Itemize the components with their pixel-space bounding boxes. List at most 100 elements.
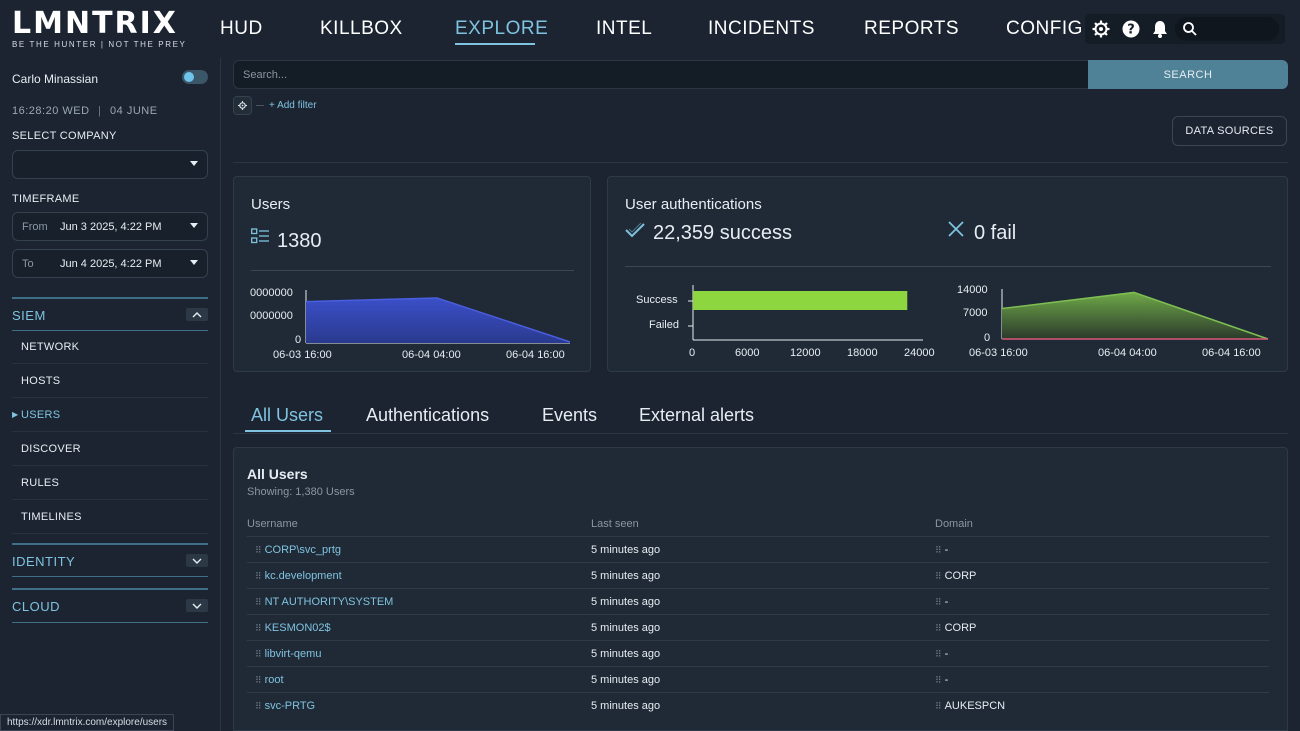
username-text: root xyxy=(264,674,284,686)
nav-intel[interactable]: INTEL xyxy=(596,18,653,39)
username-link[interactable]: ⠿ NT AUTHORITY\SYSTEM xyxy=(255,596,393,608)
username-link[interactable]: ⠿ libvirt-qemu xyxy=(255,648,321,660)
users-card-divider xyxy=(251,270,574,271)
tab-authentications[interactable]: Authentications xyxy=(366,405,490,425)
auth-success-line xyxy=(1001,291,1269,340)
users-area-chart xyxy=(305,290,571,344)
sidebar-item-label: NETWORK xyxy=(21,341,80,353)
company-select[interactable] xyxy=(12,150,208,179)
add-filter-link[interactable]: + Add filter xyxy=(269,100,317,111)
search-button[interactable]: SEARCH xyxy=(1088,60,1288,89)
data-sources-button[interactable]: DATA SOURCES xyxy=(1172,116,1287,146)
table-row[interactable]: ⠿ root 5 minutes ago ⠿ - xyxy=(247,666,1269,692)
table-row[interactable]: ⠿ CORP\svc_prtg 5 minutes ago ⠿ - xyxy=(247,536,1269,562)
drag-handle-icon[interactable]: ⠿ xyxy=(255,597,262,607)
section-siem[interactable]: SIEM xyxy=(12,297,208,331)
sidebar: Carlo Minassian 16:28:20 WED | 04 JUNE S… xyxy=(0,58,221,731)
gear-icon[interactable] xyxy=(1090,18,1112,40)
drag-handle-icon[interactable]: ⠿ xyxy=(255,623,262,633)
list-icon xyxy=(251,228,270,250)
search-icon[interactable] xyxy=(1179,18,1201,40)
table-row[interactable]: ⠿ libvirt-qemu 5 minutes ago ⠿ - xyxy=(247,640,1269,666)
drag-handle-icon[interactable]: ⠿ xyxy=(255,701,262,711)
check-icon xyxy=(625,222,645,243)
auth-area-y-tick: 0 xyxy=(984,332,991,344)
tab-events[interactable]: Events xyxy=(542,405,598,425)
clock: 16:28:20 WED | 04 JUNE xyxy=(12,105,158,117)
nav-killbox[interactable]: KILLBOX xyxy=(320,18,403,39)
table-row[interactable]: ⠿ kc.development 5 minutes ago ⠿ CORP xyxy=(247,562,1269,588)
drag-handle-icon[interactable]: ⠿ xyxy=(935,597,942,607)
logo[interactable]: LMNTRIX BE THE HUNTER | NOT THE PREY xyxy=(12,6,212,50)
help-icon[interactable]: ? xyxy=(1120,18,1142,40)
nav-hud[interactable]: HUD xyxy=(220,18,263,39)
from-date-picker[interactable]: From Jun 3 2025, 4:22 PM xyxy=(12,212,208,241)
sidebar-item-hosts[interactable]: HOSTS xyxy=(12,365,208,398)
search-input[interactable] xyxy=(233,60,1089,89)
logo-wordmark: LMNTRIX xyxy=(12,6,178,41)
nav-explore[interactable]: EXPLORE xyxy=(455,18,549,39)
section-cloud[interactable]: CLOUD xyxy=(12,588,208,622)
filter-settings-icon[interactable] xyxy=(233,96,252,115)
column-header-domain[interactable]: Domain xyxy=(935,518,973,530)
toolbar-icons: ? xyxy=(1085,14,1285,44)
chevron-down-icon[interactable] xyxy=(186,554,208,567)
drag-handle-icon[interactable]: ⠿ xyxy=(935,571,942,581)
nav-config[interactable]: CONFIG xyxy=(1006,18,1083,39)
table-row[interactable]: ⠿ NT AUTHORITY\SYSTEM 5 minutes ago ⠿ - xyxy=(247,588,1269,614)
clock-day: WED xyxy=(62,105,90,117)
to-label: To xyxy=(22,258,34,270)
drag-handle-icon[interactable]: ⠿ xyxy=(255,675,262,685)
users-card-title: Users xyxy=(251,196,291,213)
domain-cell: ⠿ CORP xyxy=(935,570,976,582)
to-date-picker[interactable]: To Jun 4 2025, 4:22 PM xyxy=(12,249,208,278)
username-link[interactable]: ⠿ svc-PRTG xyxy=(255,700,315,712)
sidebar-item-rules[interactable]: RULES xyxy=(12,467,208,500)
username-link[interactable]: ⠿ KESMON02$ xyxy=(255,622,331,634)
sidebar-item-timelines[interactable]: TIMELINES xyxy=(12,501,208,534)
bar-x-tick: 6000 xyxy=(735,347,760,359)
users-card: Users 1380 0000000 0000000 0 06-03 16:00… xyxy=(233,176,591,372)
last-seen-cell: 5 minutes ago xyxy=(591,648,661,660)
drag-handle-icon[interactable]: ⠿ xyxy=(935,649,942,659)
username-link[interactable]: ⠿ kc.development xyxy=(255,570,342,582)
drag-handle-icon[interactable]: ⠿ xyxy=(255,545,262,555)
sidebar-item-users[interactable]: ▶ USERS xyxy=(12,399,208,432)
from-value: Jun 3 2025, 4:22 PM xyxy=(60,221,162,233)
drag-handle-icon[interactable]: ⠿ xyxy=(935,675,942,685)
nav-reports[interactable]: REPORTS xyxy=(864,18,960,39)
caret-down-icon xyxy=(190,223,198,228)
caret-down-icon xyxy=(190,161,198,166)
username-text: kc.development xyxy=(264,570,342,582)
column-header-username[interactable]: Username xyxy=(247,518,298,530)
username-link[interactable]: ⠿ CORP\svc_prtg xyxy=(255,544,341,556)
sidebar-item-label: DISCOVER xyxy=(21,443,81,455)
drag-handle-icon[interactable]: ⠿ xyxy=(255,571,262,581)
column-header-last-seen[interactable]: Last seen xyxy=(591,518,639,530)
sidebar-item-network[interactable]: NETWORK xyxy=(12,331,208,364)
domain-cell: ⠿ - xyxy=(935,544,948,556)
drag-handle-icon[interactable]: ⠿ xyxy=(935,623,942,633)
users-x-tick: 06-04 16:00 xyxy=(506,349,565,361)
drag-handle-icon[interactable]: ⠿ xyxy=(935,545,942,555)
domain-cell: ⠿ - xyxy=(935,648,948,660)
section-identity[interactable]: IDENTITY xyxy=(12,543,208,577)
username-link[interactable]: ⠿ root xyxy=(255,674,284,686)
theme-toggle[interactable] xyxy=(182,70,208,84)
global-search-input[interactable] xyxy=(1175,17,1279,41)
sidebar-item-label: USERS xyxy=(21,409,61,421)
sidebar-item-discover[interactable]: DISCOVER xyxy=(12,433,208,466)
drag-handle-icon[interactable]: ⠿ xyxy=(255,649,262,659)
nav-incidents[interactable]: INCIDENTS xyxy=(708,18,815,39)
tab-external-alerts[interactable]: External alerts xyxy=(639,405,755,425)
chevron-up-icon[interactable] xyxy=(186,308,208,321)
domain-text: CORP xyxy=(944,622,977,634)
drag-handle-icon[interactable]: ⠿ xyxy=(935,701,942,711)
table-row[interactable]: ⠿ svc-PRTG 5 minutes ago ⠿ AUKESPCN xyxy=(247,692,1269,718)
bell-icon[interactable] xyxy=(1149,18,1171,40)
last-seen-cell: 5 minutes ago xyxy=(591,596,661,608)
username-text: CORP\svc_prtg xyxy=(264,544,342,556)
chevron-down-icon[interactable] xyxy=(186,599,208,612)
table-row[interactable]: ⠿ KESMON02$ 5 minutes ago ⠿ CORP xyxy=(247,614,1269,640)
tab-all-users[interactable]: All Users xyxy=(251,405,324,425)
